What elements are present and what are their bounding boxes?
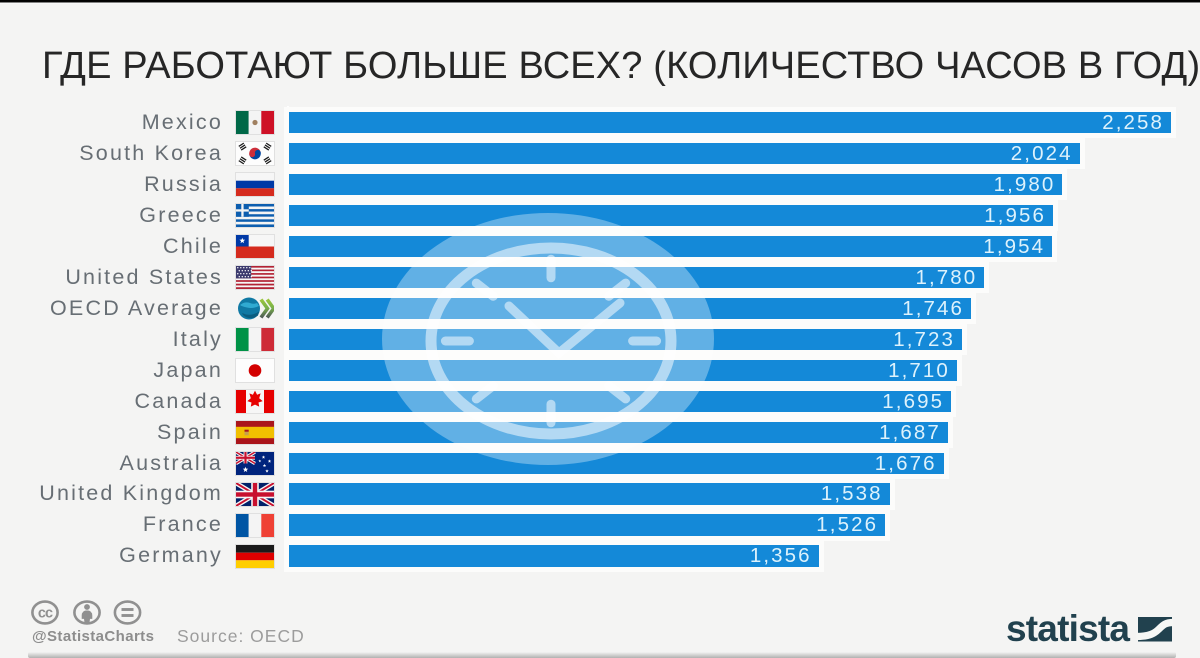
svg-text:cc: cc (38, 606, 53, 622)
svg-text:statista: statista (1006, 610, 1130, 649)
